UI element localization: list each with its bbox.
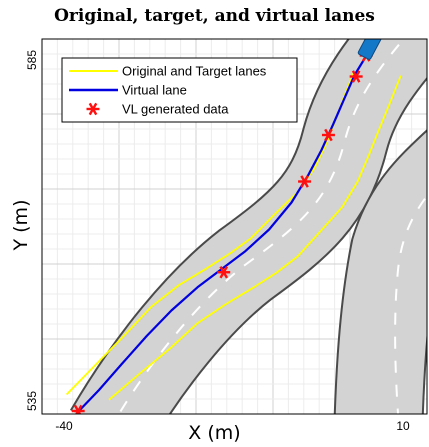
asterisk-stroke [75,404,83,414]
x-tick-label-min: -40 [55,419,73,433]
main-road-center-dash [117,39,406,414]
legend-label-original-target: Original and Target lanes [122,64,267,79]
series-layer [65,41,402,414]
vl-generated-data-point [349,70,363,83]
y-tick-label-min: 535 [25,391,39,411]
legend-swatch-vl-data [86,102,100,116]
vl-generated-data-point [298,175,312,188]
original-target-lane-line-1 [108,75,402,401]
y-axis-label: Y (m) [10,199,32,251]
asterisk-stroke [324,128,333,142]
virtual-lane-line [76,41,380,414]
legend-label-virtual-lane: Virtual lane [122,83,187,98]
asterisk-stroke [88,102,98,116]
asterisk-stroke [300,175,309,188]
legend: Original and Target lanes Virtual lane V… [61,57,298,123]
axes-box [41,38,428,415]
y-tick-label-max: 585 [25,50,39,70]
side-road-surface [335,131,427,414]
vl-generated-data-point [217,266,231,279]
chart-title: Original, target, and virtual lanes [54,6,375,26]
side-road-center-dash [394,194,427,414]
x-tick-label-max: 10 [396,419,410,433]
asterisk-stroke [219,266,229,279]
x-axis-label: X (m) [188,422,241,444]
vl-generated-data-point [321,128,335,142]
ego-vehicle-layer [357,39,384,60]
vl-generated-data-point [71,404,85,414]
road-layer [69,39,427,414]
legend-asterisk [86,102,100,116]
ego-vehicle [357,39,384,60]
asterisk-stroke [351,70,361,83]
legend-label-vl-data: VL generated data [122,102,229,117]
